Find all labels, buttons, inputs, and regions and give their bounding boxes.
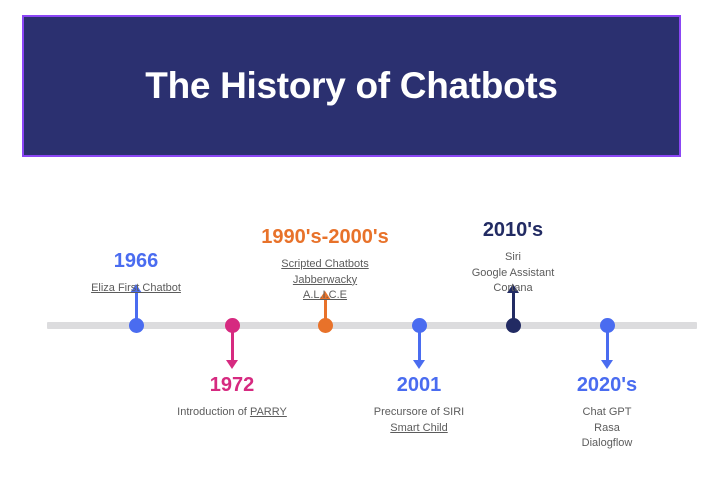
timeline-connector-line (231, 325, 234, 361)
event-year-label: 1972 (209, 374, 255, 396)
event-year-label: 2020's (576, 374, 638, 396)
event-description-line: A.L.I.C.E (205, 288, 445, 304)
timeline-event-2001: 2001 Precursore of SIRI Smart Child (299, 375, 539, 436)
event-description-line: Introduction of PARRY (112, 405, 352, 421)
timeline-event-1972: 1972 Introduction of PARRY (112, 375, 352, 421)
timeline-axis (47, 322, 697, 329)
timeline-event-2020s: 2020's Chat GPT Rasa Dialogflow (487, 375, 710, 452)
event-description-text: Dialogflow (581, 437, 633, 450)
event-description-line: Siri (393, 250, 633, 266)
event-description-text: Rasa (594, 421, 620, 434)
event-description: Introduction of PARRY (112, 405, 352, 421)
event-description-text: Smart Child (390, 421, 448, 434)
header-banner: The History of Chatbots (22, 15, 681, 157)
event-description-text: A.L.I.C.E (302, 289, 348, 302)
event-description-text: Scripted Chatbots (281, 258, 369, 270)
timeline: 1966 Eliza First Chatbot 1972 Introduction … (0, 175, 710, 487)
event-description-text: Cortana (493, 282, 533, 295)
event-description: Scripted Chatbots Jabberwacky A.L.I.C.E (205, 257, 445, 304)
event-description-line: Jabberwacky (205, 273, 445, 289)
event-description-text: Siri (505, 251, 521, 263)
event-description: Siri Google Assistant Cortana (393, 250, 633, 297)
event-description: Eliza First Chatbot (16, 281, 256, 297)
event-description-line: Rasa (487, 421, 710, 437)
event-description: Chat GPT Rasa Dialogflow (487, 405, 710, 452)
event-description-line: Cortana (393, 281, 633, 297)
event-year-label: 2010's (482, 219, 544, 241)
timeline-event-1990s-2000s: 1990's-2000's Scripted Chatbots Jabberwack… (205, 227, 445, 304)
event-description: Precursore of SIRI Smart Child (299, 405, 539, 436)
event-description-line: Dialogflow (487, 436, 710, 452)
event-description-text: Eliza First Chatbot (91, 282, 181, 294)
timeline-connector-line (324, 299, 327, 325)
timeline-connector-line (512, 292, 515, 325)
event-description-text: Precursore of SIRI (373, 406, 465, 418)
event-description-text: Google Assistant (471, 266, 555, 279)
event-description-text: Jabberwacky (292, 273, 358, 286)
event-description-line: Google Assistant (393, 266, 633, 282)
timeline-arrow-icon (601, 360, 613, 369)
timeline-arrow-icon (319, 291, 331, 300)
event-year-label: 2001 (396, 374, 442, 396)
event-description-keyword: PARRY (249, 406, 287, 418)
event-year-label: 1990's-2000's (261, 226, 389, 248)
event-description-line: Chat GPT (487, 405, 710, 421)
timeline-dot[interactable] (129, 318, 144, 333)
timeline-dot[interactable] (506, 318, 521, 333)
event-description-line: Precursore of SIRI (299, 405, 539, 421)
event-year-label: 1966 (113, 250, 159, 272)
page-title: The History of Chatbots (145, 65, 558, 106)
event-description-text: Introduction of (177, 406, 250, 418)
timeline-event-2010s: 2010's Siri Google Assistant Cortana (393, 220, 633, 297)
timeline-dot[interactable] (318, 318, 333, 333)
timeline-connector-line (418, 325, 421, 361)
timeline-arrow-icon (507, 284, 519, 293)
timeline-connector-line (606, 325, 609, 361)
event-description-line: Eliza First Chatbot (16, 281, 256, 297)
event-description-line: Smart Child (299, 421, 539, 437)
timeline-arrow-icon (413, 360, 425, 369)
event-description-line: Scripted Chatbots (205, 257, 445, 273)
timeline-arrow-icon (226, 360, 238, 369)
timeline-connector-line (135, 292, 138, 325)
event-description-text: Chat GPT (582, 406, 632, 418)
timeline-arrow-icon (130, 284, 142, 293)
timeline-event-1966: 1966 Eliza First Chatbot (16, 251, 256, 297)
